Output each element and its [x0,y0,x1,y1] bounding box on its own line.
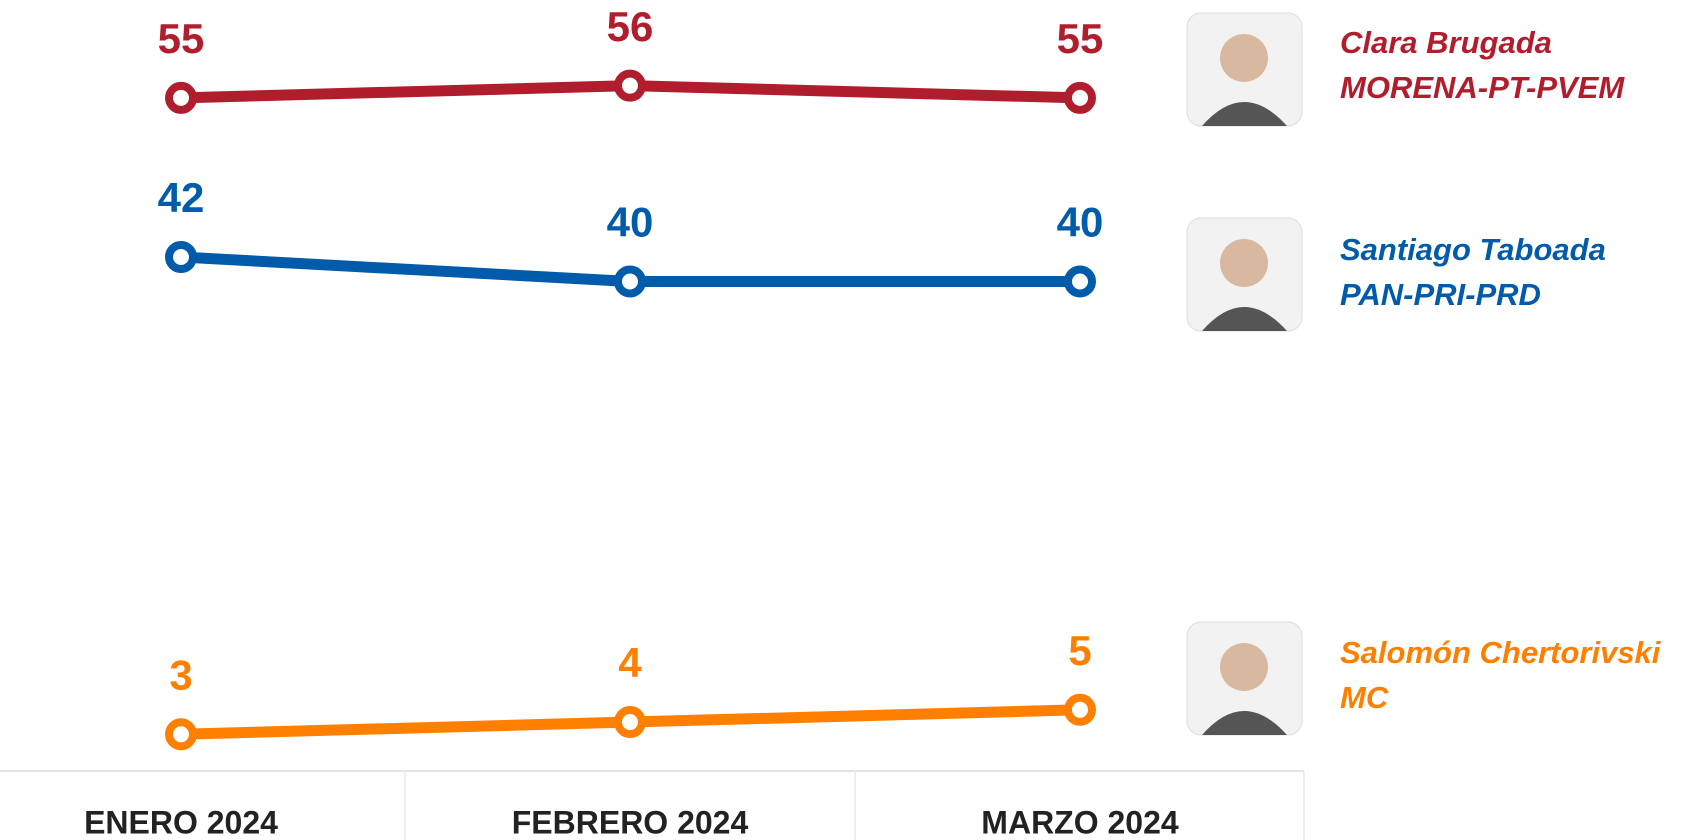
legend-party: PAN-PRI-PRD [1340,277,1541,312]
point [165,81,197,114]
x-tick-label: ENERO 2024 [84,804,278,840]
x-tick-label: MARZO 2024 [981,804,1179,840]
legend-party: MC [1340,680,1389,715]
value-label: 55 [158,15,205,62]
photo-body [1202,102,1287,126]
legend-name: Santiago Taboada [1340,232,1606,267]
value-label: 40 [1057,199,1104,246]
value-label: 56 [607,3,654,50]
legend-name: Salomón Chertorivski [1340,635,1662,670]
point [165,718,197,751]
value-label: 4 [618,639,642,686]
value-label: 42 [158,174,205,221]
point [614,265,646,298]
point [614,706,646,739]
point [165,241,197,273]
point [1064,81,1096,114]
point [1064,693,1096,726]
photo-body [1202,307,1287,331]
legend-name: Clara Brugada [1340,25,1552,60]
legend-party: MORENA-PT-PVEM [1340,70,1625,105]
point [614,69,646,102]
value-label: 5 [1068,627,1091,674]
value-label: 40 [607,199,654,246]
value-label: 3 [169,651,192,698]
photo-head [1220,34,1268,82]
point [1064,265,1096,298]
photo-head [1220,239,1268,287]
x-tick-label: FEBRERO 2024 [512,804,749,840]
photo-body [1202,711,1287,735]
photo-head [1220,643,1268,691]
value-label: 55 [1057,15,1104,62]
